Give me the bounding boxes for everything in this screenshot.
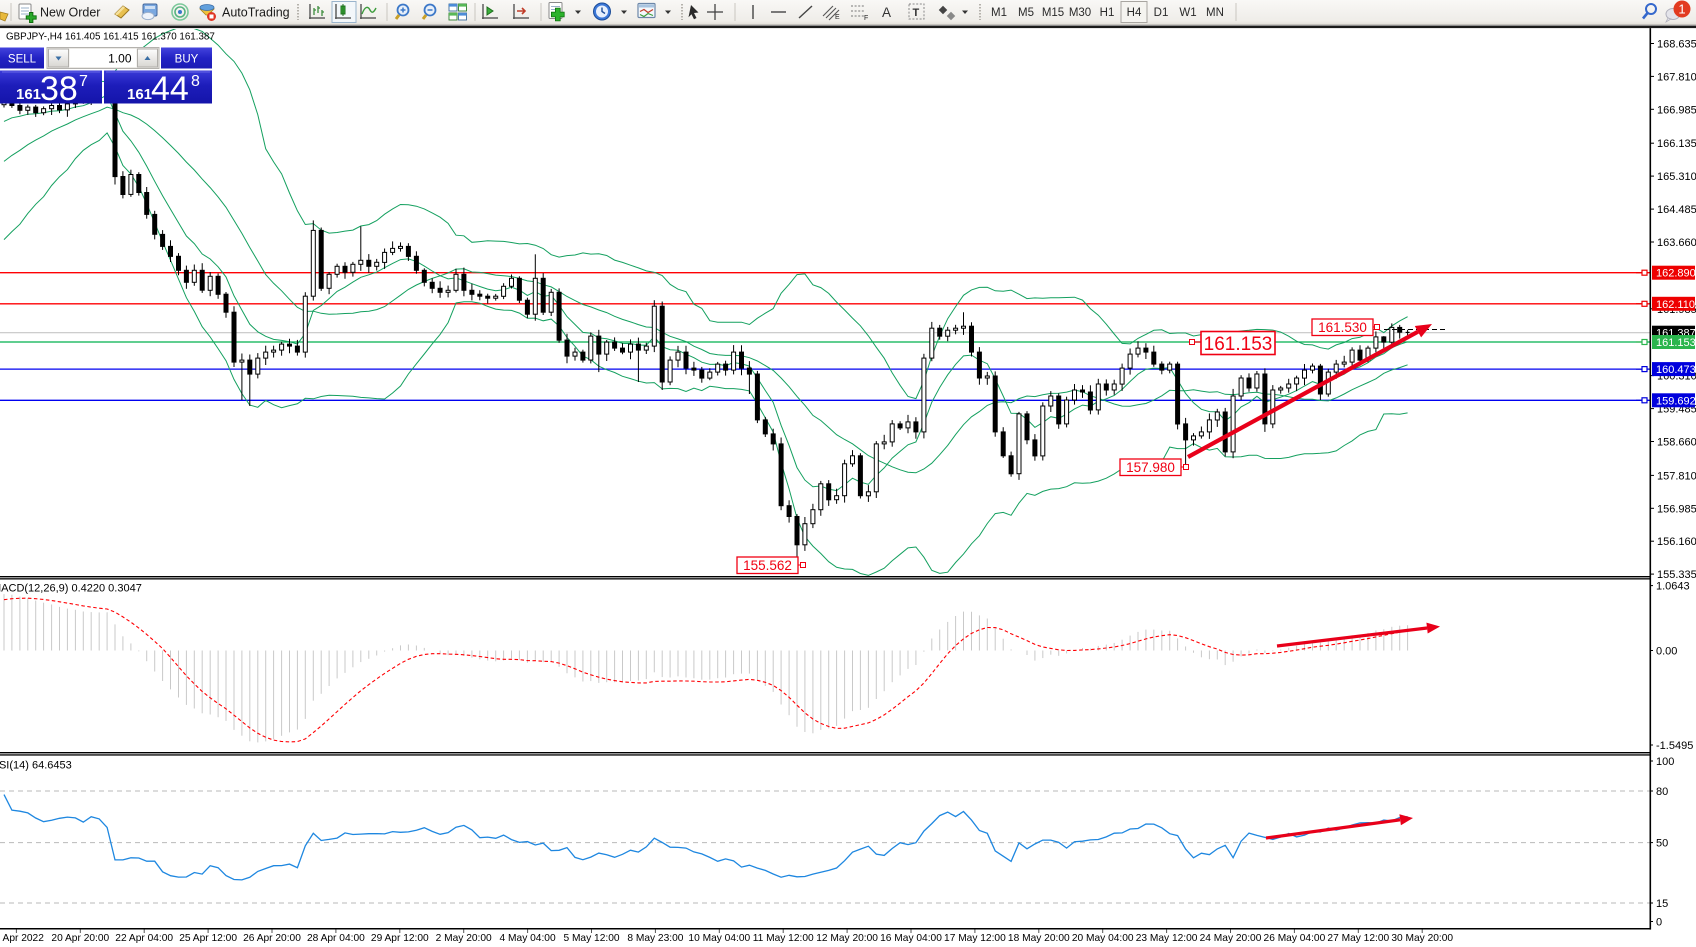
svg-text:162.110: 162.110 [1656, 299, 1695, 311]
svg-text:H1: H1 [1100, 7, 1115, 19]
svg-text:27 May 12:00: 27 May 12:00 [1327, 933, 1389, 944]
svg-text:160.473: 160.473 [1656, 364, 1696, 376]
svg-text:1.00: 1.00 [108, 52, 132, 66]
svg-text:30 May 20:00: 30 May 20:00 [1391, 933, 1453, 944]
svg-text:167.810: 167.810 [1657, 71, 1696, 83]
svg-text:SELL: SELL [8, 53, 37, 65]
svg-text:44: 44 [151, 70, 189, 108]
svg-text:157.810: 157.810 [1657, 470, 1696, 482]
svg-text:M30: M30 [1069, 7, 1091, 19]
svg-text:New Order: New Order [40, 6, 100, 20]
svg-text:159.692: 159.692 [1656, 395, 1696, 407]
svg-text:25 Apr 12:00: 25 Apr 12:00 [179, 933, 237, 944]
svg-text:19 Apr 2022: 19 Apr 2022 [0, 933, 44, 944]
svg-text:E: E [835, 14, 840, 21]
svg-text:0.00: 0.00 [1656, 646, 1677, 658]
svg-text:MACD(12,26,9) 0.4220 0.3047: MACD(12,26,9) 0.4220 0.3047 [0, 583, 142, 595]
svg-text:20 May 04:00: 20 May 04:00 [1072, 933, 1134, 944]
svg-text:5 May 12:00: 5 May 12:00 [563, 933, 619, 944]
svg-text:166.135: 166.135 [1657, 138, 1696, 150]
svg-text:15: 15 [1656, 898, 1668, 910]
svg-text:161.153: 161.153 [1204, 334, 1273, 355]
svg-text:161.530: 161.530 [1318, 320, 1367, 335]
svg-text:1: 1 [1678, 2, 1685, 17]
svg-text:BUY: BUY [175, 53, 199, 65]
svg-text:8: 8 [191, 73, 200, 90]
svg-text:10 May 04:00: 10 May 04:00 [688, 933, 750, 944]
svg-text:157.980: 157.980 [1126, 460, 1175, 475]
svg-text:W1: W1 [1179, 7, 1196, 19]
svg-text:162.890: 162.890 [1656, 268, 1696, 280]
svg-text:156.160: 156.160 [1657, 536, 1696, 548]
svg-text:161.153: 161.153 [1656, 337, 1696, 349]
svg-text:-1.5495: -1.5495 [1656, 740, 1693, 752]
svg-text:156.985: 156.985 [1657, 503, 1696, 515]
svg-text:80: 80 [1656, 786, 1668, 798]
svg-text:11 May 12:00: 11 May 12:00 [753, 933, 814, 944]
svg-text:16 May 04:00: 16 May 04:00 [880, 933, 942, 944]
svg-text:22 Apr 04:00: 22 Apr 04:00 [115, 933, 173, 944]
svg-text:161: 161 [127, 86, 152, 103]
svg-text:18 May 20:00: 18 May 20:00 [1008, 933, 1070, 944]
svg-text:8 May 23:00: 8 May 23:00 [627, 933, 683, 944]
svg-text:M1: M1 [991, 7, 1007, 19]
svg-text:0: 0 [1656, 917, 1662, 929]
svg-text:166.985: 166.985 [1657, 104, 1696, 116]
svg-text:AutoTrading: AutoTrading [222, 6, 290, 20]
svg-text:17 May 12:00: 17 May 12:00 [944, 933, 1006, 944]
svg-text:24 May 20:00: 24 May 20:00 [1200, 933, 1262, 944]
svg-text:1.0643: 1.0643 [1656, 581, 1690, 593]
svg-text:100: 100 [1656, 756, 1674, 768]
svg-text:158.660: 158.660 [1657, 437, 1696, 449]
svg-text:164.485: 164.485 [1657, 204, 1696, 216]
svg-text:155.562: 155.562 [743, 558, 792, 573]
svg-text:T: T [913, 7, 920, 19]
svg-text:168.635: 168.635 [1657, 39, 1696, 51]
svg-text:12 May 20:00: 12 May 20:00 [816, 933, 878, 944]
svg-text:163.660: 163.660 [1657, 237, 1696, 249]
svg-text:7: 7 [79, 73, 88, 90]
svg-text:28 Apr 04:00: 28 Apr 04:00 [307, 933, 365, 944]
svg-text:38: 38 [40, 70, 78, 108]
svg-text:F: F [864, 15, 868, 22]
svg-text:50: 50 [1656, 838, 1668, 850]
svg-text:26 May 04:00: 26 May 04:00 [1264, 933, 1326, 944]
svg-text:2 May 20:00: 2 May 20:00 [436, 933, 492, 944]
svg-text:23 May 12:00: 23 May 12:00 [1136, 933, 1198, 944]
svg-text:MN: MN [1206, 7, 1224, 19]
svg-text:20 Apr 20:00: 20 Apr 20:00 [51, 933, 109, 944]
svg-text:D1: D1 [1154, 7, 1169, 19]
svg-text:4 May 04:00: 4 May 04:00 [500, 933, 556, 944]
svg-text:RSI(14) 64.6453: RSI(14) 64.6453 [0, 760, 72, 772]
svg-text:161: 161 [16, 86, 41, 103]
svg-text:155.335: 155.335 [1657, 569, 1696, 581]
svg-text:M5: M5 [1018, 7, 1034, 19]
svg-text:29 Apr 12:00: 29 Apr 12:00 [371, 933, 429, 944]
svg-text:26 Apr 20:00: 26 Apr 20:00 [243, 933, 301, 944]
svg-text:GBPJPY-,H4 161.405 161.415 16: GBPJPY-,H4 161.405 161.415 161.370 161.3… [6, 32, 215, 43]
svg-text:H4: H4 [1127, 7, 1142, 19]
svg-text:165.310: 165.310 [1657, 171, 1696, 183]
svg-text:A: A [882, 5, 891, 20]
svg-text:M15: M15 [1042, 7, 1064, 19]
